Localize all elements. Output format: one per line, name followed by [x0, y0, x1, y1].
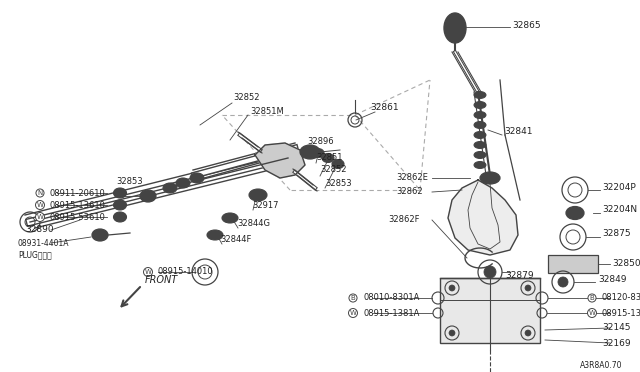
Text: 32861: 32861 — [370, 103, 399, 112]
Circle shape — [449, 285, 455, 291]
Polygon shape — [448, 180, 518, 255]
Text: 32853: 32853 — [116, 177, 143, 186]
Ellipse shape — [163, 183, 177, 193]
Ellipse shape — [176, 178, 190, 188]
Text: 08915-1381A: 08915-1381A — [602, 308, 640, 317]
Ellipse shape — [207, 230, 223, 240]
Circle shape — [525, 285, 531, 291]
Text: B: B — [351, 295, 355, 301]
Text: 32169: 32169 — [602, 339, 630, 347]
Text: N: N — [37, 190, 43, 196]
Ellipse shape — [474, 161, 486, 169]
Ellipse shape — [474, 102, 486, 109]
Ellipse shape — [474, 151, 486, 158]
Text: B: B — [589, 295, 595, 301]
Ellipse shape — [332, 160, 344, 169]
Text: W: W — [145, 269, 152, 275]
Text: 32875: 32875 — [602, 230, 630, 238]
Text: 32850N: 32850N — [612, 260, 640, 269]
Text: W: W — [589, 310, 595, 316]
Text: 08010-8301A: 08010-8301A — [363, 294, 419, 302]
Ellipse shape — [474, 141, 486, 148]
Ellipse shape — [474, 92, 486, 99]
Ellipse shape — [480, 172, 500, 184]
Text: 32853: 32853 — [325, 179, 351, 187]
Ellipse shape — [95, 231, 105, 239]
Circle shape — [449, 330, 455, 336]
Ellipse shape — [92, 229, 108, 241]
Text: 32844G: 32844G — [237, 218, 270, 228]
Ellipse shape — [113, 188, 127, 198]
Text: FRONT: FRONT — [145, 275, 179, 285]
Ellipse shape — [113, 212, 127, 222]
Text: 32145: 32145 — [602, 324, 630, 333]
Text: 32851: 32851 — [316, 153, 342, 161]
Polygon shape — [255, 143, 305, 178]
Text: 08915-13610: 08915-13610 — [50, 201, 106, 209]
Text: 32865: 32865 — [512, 20, 541, 29]
Ellipse shape — [225, 215, 235, 221]
Text: 32852: 32852 — [320, 166, 346, 174]
Text: 32862: 32862 — [396, 187, 422, 196]
Ellipse shape — [253, 192, 263, 199]
Text: 32852: 32852 — [233, 93, 259, 103]
Ellipse shape — [190, 173, 204, 183]
Ellipse shape — [113, 200, 127, 210]
Text: 08915-14010: 08915-14010 — [158, 267, 214, 276]
Text: 08931-4401A: 08931-4401A — [18, 238, 70, 247]
Text: W: W — [36, 202, 44, 208]
Circle shape — [117, 214, 123, 220]
Text: PLUGプラグ: PLUGプラグ — [18, 250, 52, 260]
Ellipse shape — [249, 189, 267, 201]
Text: 32896: 32896 — [307, 137, 333, 145]
Circle shape — [117, 190, 123, 196]
Ellipse shape — [140, 190, 156, 202]
Text: W: W — [36, 214, 44, 220]
Circle shape — [558, 277, 568, 287]
Circle shape — [484, 266, 496, 278]
Text: 32204P: 32204P — [602, 183, 636, 192]
Text: 32862F: 32862F — [388, 215, 419, 224]
Ellipse shape — [474, 131, 486, 138]
Ellipse shape — [300, 145, 320, 159]
Text: 32879: 32879 — [505, 270, 534, 279]
Text: 32841: 32841 — [504, 128, 532, 137]
Text: 08915-53610: 08915-53610 — [50, 212, 106, 221]
Ellipse shape — [222, 213, 238, 223]
Text: 32204N: 32204N — [602, 205, 637, 215]
Text: 32890: 32890 — [25, 225, 54, 234]
Ellipse shape — [448, 18, 462, 38]
Text: 32917: 32917 — [252, 201, 278, 209]
Text: 32851M: 32851M — [250, 106, 284, 115]
Text: W: W — [349, 310, 356, 316]
Circle shape — [525, 330, 531, 336]
Ellipse shape — [569, 209, 581, 217]
Text: 08120-8301A: 08120-8301A — [602, 294, 640, 302]
Ellipse shape — [312, 148, 324, 157]
Text: 08915-1381A: 08915-1381A — [363, 308, 419, 317]
Circle shape — [117, 202, 123, 208]
Text: 32844F: 32844F — [220, 235, 252, 244]
Bar — [440, 278, 540, 343]
Text: 32862E: 32862E — [396, 173, 428, 183]
Text: 08911-20610: 08911-20610 — [50, 189, 106, 198]
Ellipse shape — [143, 192, 153, 200]
Ellipse shape — [322, 154, 334, 163]
Bar — [548, 255, 598, 273]
Ellipse shape — [444, 13, 466, 43]
Ellipse shape — [474, 122, 486, 128]
Ellipse shape — [566, 206, 584, 219]
Text: 32849: 32849 — [598, 276, 627, 285]
Ellipse shape — [474, 112, 486, 119]
Text: A3R8A0.70: A3R8A0.70 — [580, 360, 623, 369]
